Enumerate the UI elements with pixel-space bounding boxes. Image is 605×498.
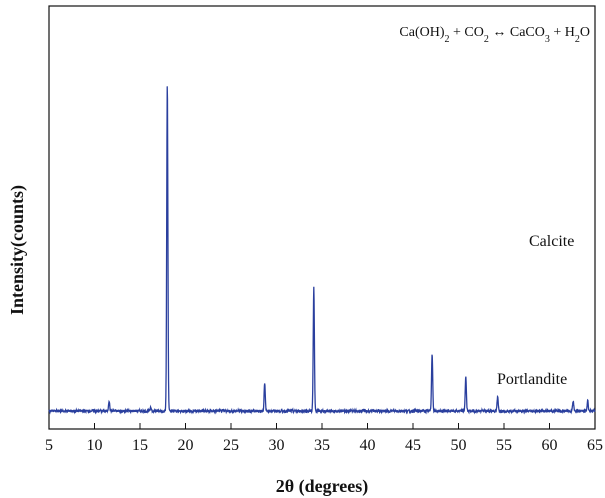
- x-axis-title: 2θ (degrees): [276, 476, 369, 497]
- equation-text: + H: [550, 25, 575, 40]
- equation-subscript: 3: [545, 34, 550, 45]
- x-tick-label: 60: [542, 437, 558, 454]
- equation-subscript: 2: [484, 34, 489, 45]
- x-tick-label: 55: [496, 437, 512, 454]
- x-tick-label: 50: [451, 437, 467, 454]
- series-label-calcite: Calcite: [529, 233, 574, 250]
- series-label-portlandite: Portlandite: [497, 371, 567, 388]
- x-axis: 5 10 15 20 25 30 35 40 45 50 55 60 65: [45, 423, 603, 454]
- series-layer: [48, 86, 596, 415]
- equation-subscript: 2: [445, 34, 450, 45]
- plot-frame: [48, 5, 596, 430]
- x-tick-label: 40: [360, 437, 376, 454]
- x-tick-label: 35: [314, 437, 330, 454]
- equation-text: + CO: [450, 25, 484, 40]
- x-tick-label: 20: [178, 437, 194, 454]
- reaction-equation: Ca(OH)2 + CO2 ↔ CaCO3 + H2O: [399, 25, 590, 45]
- series-line-portlandite: [48, 86, 596, 415]
- y-axis-title: Intensity(counts): [7, 185, 28, 315]
- equation-text: Ca(OH): [399, 25, 444, 40]
- x-tick-label: 65: [587, 437, 603, 454]
- equation-subscript: 2: [575, 34, 580, 45]
- x-tick-label: 10: [87, 437, 103, 454]
- equation-text: O: [580, 25, 590, 40]
- x-tick-label: 15: [132, 437, 148, 454]
- x-tick-label: 5: [45, 437, 53, 454]
- x-tick-label: 30: [269, 437, 285, 454]
- x-tick-label: 45: [405, 437, 421, 454]
- x-tick-label: 25: [223, 437, 239, 454]
- equation-text: ↔ CaCO: [489, 25, 545, 40]
